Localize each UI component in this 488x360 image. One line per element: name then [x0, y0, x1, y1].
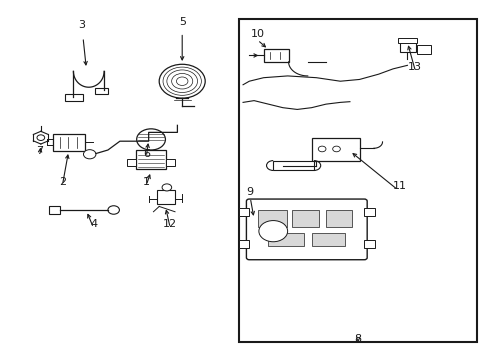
Text: 8: 8	[354, 334, 361, 344]
FancyBboxPatch shape	[246, 199, 366, 260]
Bar	[166, 159, 175, 166]
Circle shape	[37, 135, 44, 140]
Text: 6: 6	[142, 149, 149, 159]
Bar	[397, 38, 416, 44]
Circle shape	[159, 64, 205, 98]
Text: 13: 13	[407, 62, 421, 72]
Bar	[416, 45, 430, 54]
Bar	[399, 42, 415, 52]
Bar	[311, 138, 359, 161]
Bar	[311, 233, 345, 246]
Bar	[127, 159, 136, 166]
Bar	[53, 134, 85, 151]
Bar	[364, 240, 374, 248]
Text: 7: 7	[36, 146, 43, 156]
Circle shape	[258, 221, 287, 242]
Text: 4: 4	[90, 219, 97, 229]
Text: 5: 5	[178, 17, 185, 27]
Bar	[268, 233, 304, 246]
Bar	[273, 161, 313, 171]
Text: 10: 10	[250, 29, 264, 39]
Text: 9: 9	[246, 187, 253, 197]
Text: 1: 1	[142, 177, 149, 187]
Circle shape	[108, 206, 119, 214]
Bar	[238, 240, 249, 248]
Bar	[325, 210, 351, 227]
Bar	[157, 189, 175, 204]
Bar	[49, 206, 60, 213]
Bar	[238, 19, 476, 342]
Bar	[238, 208, 249, 216]
Bar	[364, 208, 374, 216]
Text: 11: 11	[392, 181, 407, 190]
Bar	[263, 49, 288, 62]
Bar	[136, 150, 166, 170]
Circle shape	[136, 129, 165, 150]
Circle shape	[332, 146, 340, 152]
Circle shape	[83, 150, 96, 159]
Bar	[64, 94, 83, 101]
Bar	[94, 87, 108, 94]
Text: 2: 2	[59, 177, 66, 187]
Bar	[257, 210, 286, 227]
Bar	[292, 210, 318, 227]
Text: 12: 12	[163, 219, 177, 229]
Text: 3: 3	[78, 20, 85, 30]
Circle shape	[162, 184, 171, 191]
Circle shape	[318, 146, 325, 152]
